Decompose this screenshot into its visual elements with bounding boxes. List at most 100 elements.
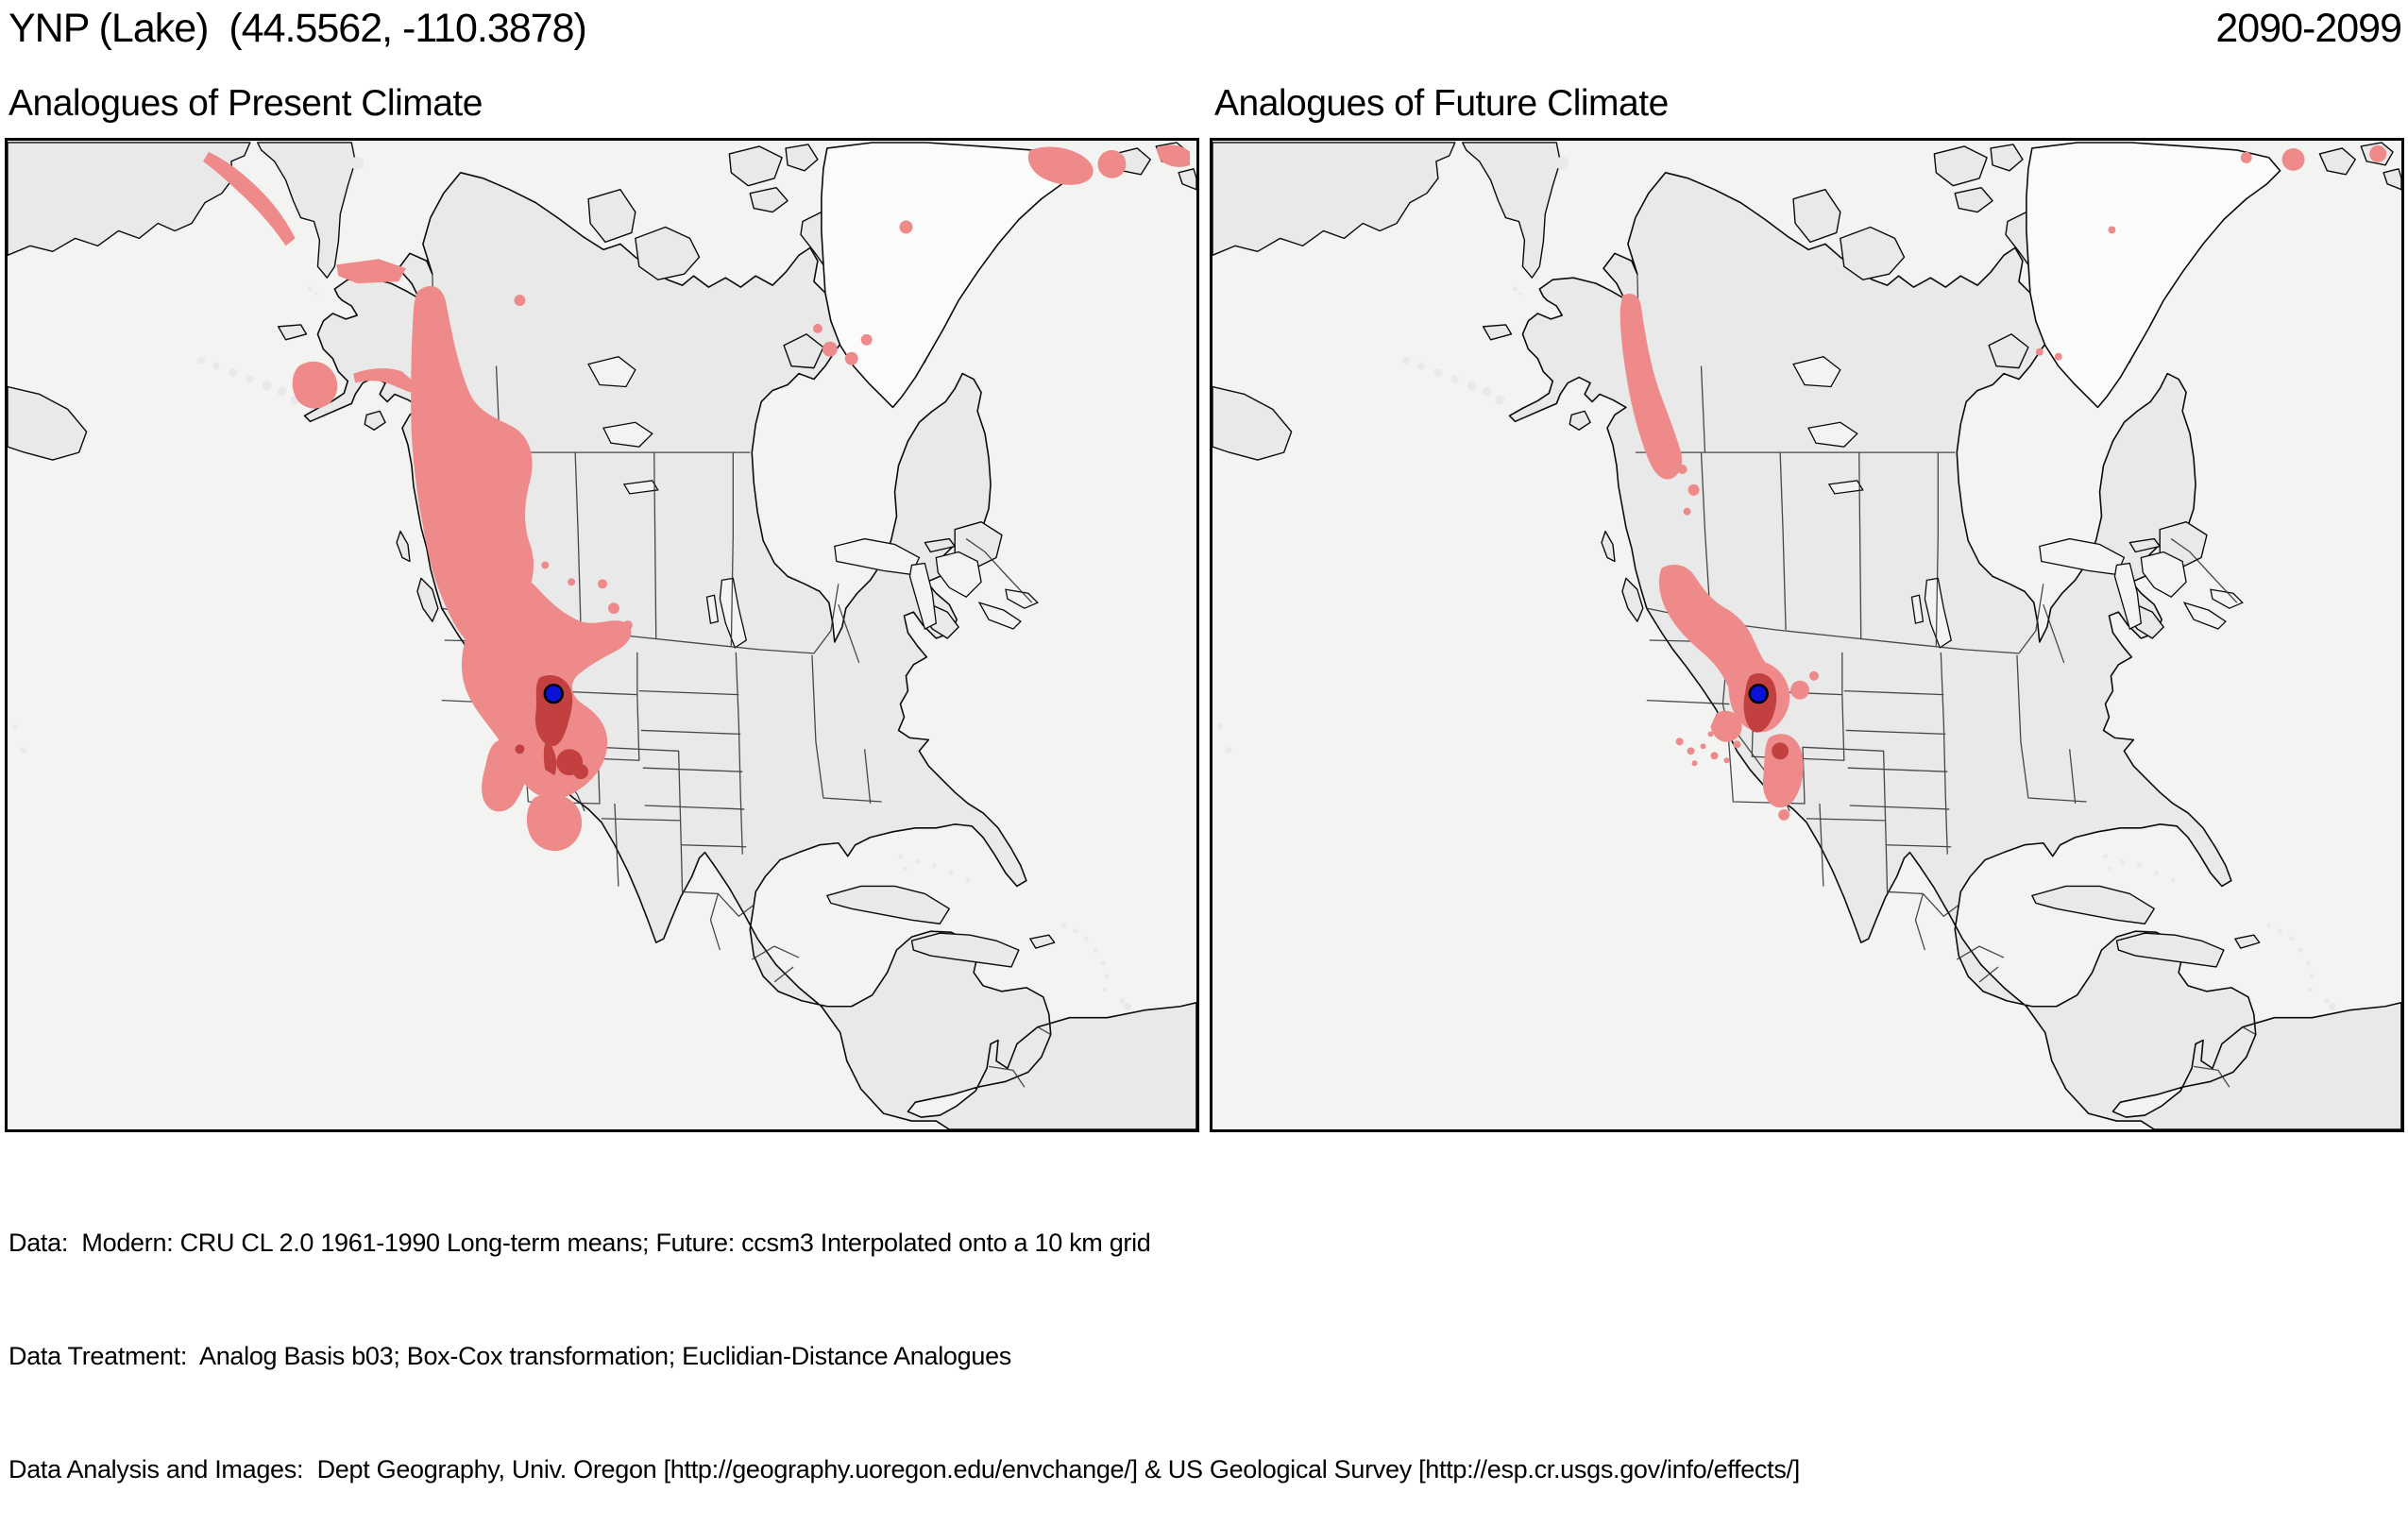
small-island: [1094, 947, 1098, 953]
map-panel-present: [5, 138, 1199, 1132]
analogue-region-spot: [2240, 151, 2252, 163]
analogue-region-strong-spot: [573, 764, 589, 780]
small-island: [2289, 936, 2295, 941]
lake: [1910, 594, 1925, 624]
island: [1212, 142, 1456, 257]
small-island: [914, 859, 920, 865]
analogue-region-spot: [1687, 483, 1700, 496]
small-island: [2119, 859, 2125, 865]
lakes: [1792, 355, 2244, 649]
small-island: [2305, 960, 2311, 966]
lake: [1792, 355, 1841, 388]
island: [1178, 168, 1196, 191]
analogue-region-spot: [1707, 731, 1714, 738]
island: [783, 333, 824, 369]
lake: [977, 602, 1022, 630]
analogue-region-spot: [2035, 348, 2043, 356]
island: [1954, 187, 1993, 213]
island: [1792, 189, 1841, 244]
analogue-region-spot: [598, 579, 607, 589]
island: [2128, 537, 2161, 553]
analogue-region-spot: [568, 578, 576, 586]
page-title: YNP (Lake) (44.5562, -110.3878): [8, 6, 587, 51]
island: [1601, 530, 1616, 563]
analogue-region: [1027, 146, 1094, 185]
island: [1840, 226, 1906, 280]
analogue-region-spot: [1687, 747, 1695, 755]
analogue-region-spot: [2281, 147, 2305, 171]
small-island: [1433, 368, 1443, 378]
island: [728, 145, 783, 187]
small-island: [1073, 928, 1078, 934]
island: [1462, 142, 1561, 279]
small-island: [1104, 974, 1110, 979]
island: [396, 530, 411, 563]
analogue-region: [1710, 710, 1742, 742]
small-island: [1518, 292, 1523, 297]
small-island: [1225, 746, 1232, 754]
island: [587, 189, 636, 244]
island: [910, 932, 1020, 968]
small-island: [931, 863, 937, 869]
lake: [602, 421, 653, 448]
analogue-region-strong-spot: [515, 744, 525, 755]
small-island: [229, 368, 238, 378]
analogue-regions-light: [1619, 144, 2387, 821]
footer-analysis-line: Data Analysis and Images: Dept Geography…: [8, 1455, 1800, 1484]
small-island: [20, 746, 27, 754]
small-island: [2110, 975, 2128, 992]
lake: [719, 577, 748, 649]
small-island: [2103, 854, 2108, 859]
greenland: [2026, 142, 2281, 409]
analogue-region-spot: [415, 385, 426, 396]
analogue-regions-light: [203, 144, 1191, 852]
analogue-region: [336, 259, 406, 284]
analogue-region-spot: [622, 620, 633, 631]
island: [1933, 145, 1988, 187]
island: [257, 142, 356, 279]
analogue-region-spot: [2369, 144, 2387, 162]
lake: [908, 562, 938, 630]
lake: [622, 480, 659, 495]
lake: [2140, 551, 2187, 599]
small-island: [1061, 923, 1067, 928]
small-island: [1467, 381, 1477, 391]
analogue-region-spot: [1733, 740, 1741, 749]
small-island: [1402, 356, 1411, 365]
subtitle-present-climate: Analogues of Present Climate: [8, 83, 483, 124]
analogue-region: [353, 367, 417, 393]
small-island: [1512, 286, 1518, 292]
island: [1569, 410, 1591, 431]
analogue-region-spot: [844, 351, 858, 365]
lake: [1827, 480, 1864, 495]
lake: [1005, 588, 1039, 609]
small-island: [898, 854, 903, 859]
lakes: [587, 355, 1039, 649]
lake: [2182, 602, 2227, 630]
analogue-region-spot: [1677, 465, 1687, 474]
small-island: [2266, 923, 2272, 928]
island: [924, 537, 956, 553]
island: [2234, 934, 2261, 949]
small-island: [1555, 156, 1569, 170]
analogue-region-spot: [1700, 743, 1706, 750]
small-island: [350, 156, 365, 170]
small-island: [905, 975, 923, 992]
small-island: [2307, 987, 2313, 992]
small-island: [277, 386, 287, 397]
subtitle-future-climate: Analogues of Future Climate: [1214, 83, 1669, 124]
small-island: [1450, 375, 1459, 383]
island: [826, 885, 950, 924]
island: [1988, 333, 2029, 369]
analogue-region: [292, 361, 338, 409]
island: [1621, 577, 1644, 622]
small-island: [212, 362, 220, 370]
analogue-region: [482, 738, 528, 812]
lake: [587, 355, 636, 388]
lake: [1807, 421, 1858, 448]
small-island: [948, 871, 954, 876]
small-island: [1084, 936, 1090, 941]
island: [416, 577, 439, 622]
small-island: [1102, 987, 1108, 992]
landmasses: [1212, 142, 2401, 1129]
